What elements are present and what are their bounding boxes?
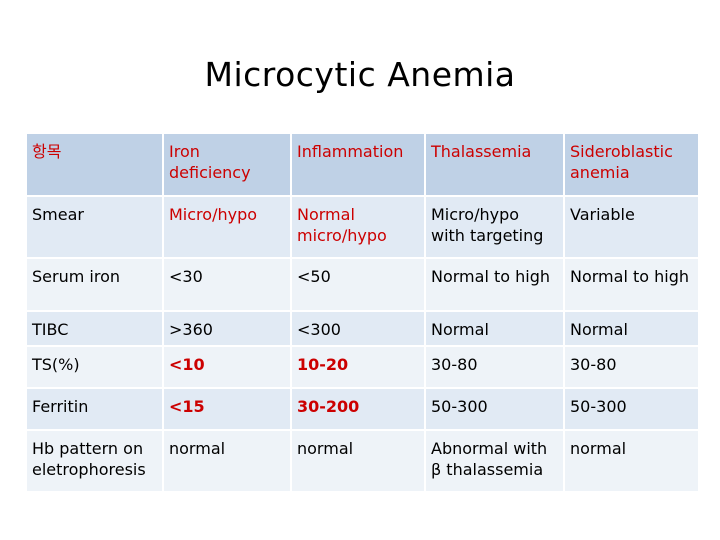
table-cell: 10-20 [292, 347, 424, 387]
table-cell: Hb pattern on eletrophoresis [27, 431, 162, 491]
table-cell: Variable [565, 197, 698, 257]
table-header-row: 항목 Iron deficiency Inflammation Thalasse… [27, 134, 698, 195]
table-cell: Serum iron [27, 259, 162, 310]
table-cell: Normal [426, 312, 563, 345]
table-cell: 50-300 [565, 389, 698, 429]
table-cell: 50-300 [426, 389, 563, 429]
table-row: Serum iron <30 <50 Normal to high Normal… [27, 259, 698, 310]
table-row: TIBC >360 <300 Normal Normal [27, 312, 698, 345]
table-cell: <50 [292, 259, 424, 310]
table-row: Ferritin <15 30-200 50-300 50-300 [27, 389, 698, 429]
header-cell-iron-deficiency: Iron deficiency [164, 134, 290, 195]
table-cell: Smear [27, 197, 162, 257]
table-row: Smear Micro/hypo Normal micro/hypo Micro… [27, 197, 698, 257]
header-cell-sideroblastic: Sideroblastic anemia [565, 134, 698, 195]
table-cell: Normal micro/hypo [292, 197, 424, 257]
table-cell: 30-80 [426, 347, 563, 387]
slide-title: Microcytic Anemia [204, 55, 516, 94]
table-cell: normal [565, 431, 698, 491]
table-cell: normal [164, 431, 290, 491]
table-cell: Normal to high [426, 259, 563, 310]
table-cell: Micro/hypo [164, 197, 290, 257]
table-cell: Ferritin [27, 389, 162, 429]
table-cell: TS(%) [27, 347, 162, 387]
table-cell: Normal [565, 312, 698, 345]
header-cell-inflammation: Inflammation [292, 134, 424, 195]
comparison-table: 항목 Iron deficiency Inflammation Thalasse… [25, 132, 700, 493]
table-cell: normal [292, 431, 424, 491]
table-cell: <30 [164, 259, 290, 310]
table-cell: >360 [164, 312, 290, 345]
table-cell: Micro/hypo with targeting [426, 197, 563, 257]
table-cell: 30-200 [292, 389, 424, 429]
header-cell-item: 항목 [27, 134, 162, 195]
table-cell: <15 [164, 389, 290, 429]
table-cell: TIBC [27, 312, 162, 345]
table-cell: <300 [292, 312, 424, 345]
table-cell: 30-80 [565, 347, 698, 387]
table-cell: <10 [164, 347, 290, 387]
table-cell: Normal to high [565, 259, 698, 310]
header-cell-thalassemia: Thalassemia [426, 134, 563, 195]
table-cell: Abnormal with β thalassemia [426, 431, 563, 491]
table-row: Hb pattern on eletrophoresis normal norm… [27, 431, 698, 491]
table-row: TS(%) <10 10-20 30-80 30-80 [27, 347, 698, 387]
